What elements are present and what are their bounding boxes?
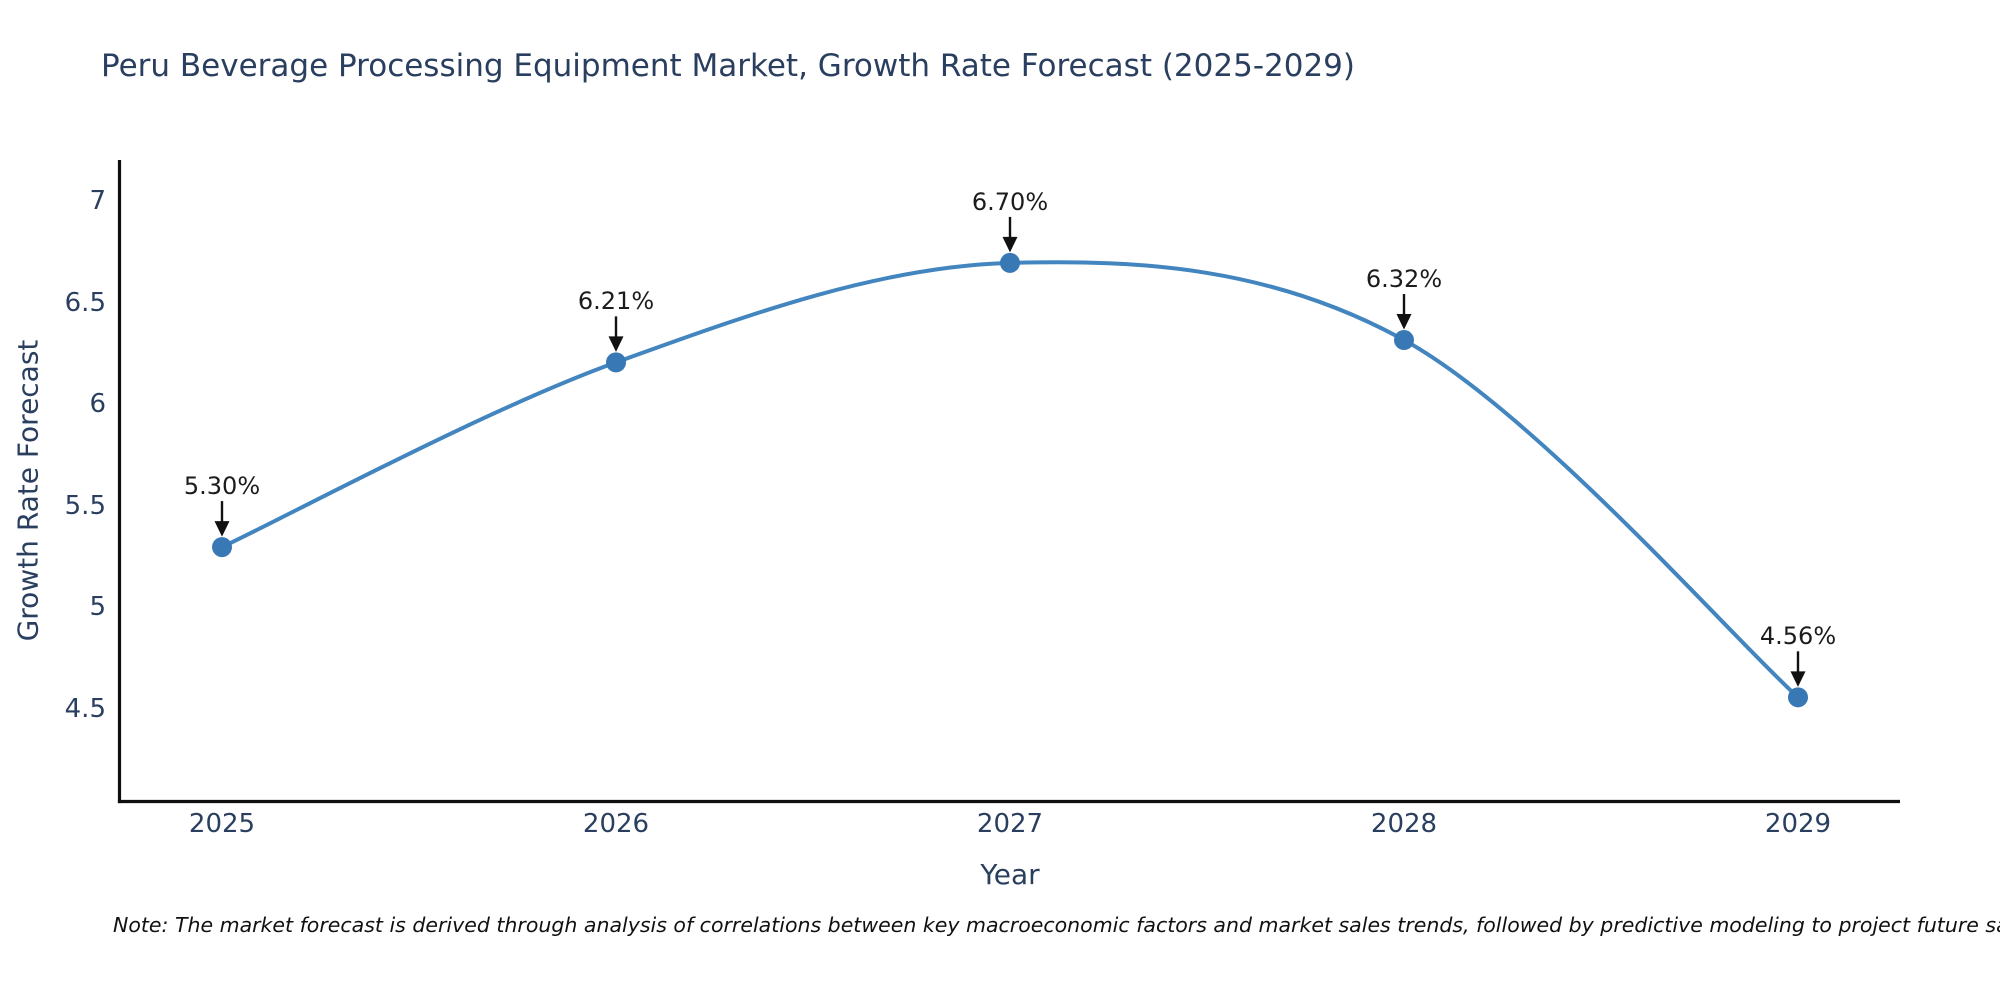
x-tick-label-2027: 2027 xyxy=(976,809,1044,839)
x-tick-label-2026: 2026 xyxy=(582,809,650,839)
annotation-arrowhead-icon xyxy=(1790,671,1806,687)
data-point-marker-2028[interactable] xyxy=(1394,330,1414,351)
chart-title: Peru Beverage Processing Equipment Marke… xyxy=(101,48,1355,84)
x-tick-label-2025: 2025 xyxy=(188,809,256,839)
x-tick-label-2028: 2028 xyxy=(1370,809,1438,839)
data-point-marker-2026[interactable] xyxy=(606,352,626,373)
annotation-arrowhead-icon xyxy=(1396,314,1412,330)
annotation-arrowhead-icon xyxy=(1002,236,1018,253)
y-tick-label-6.5: 6.5 xyxy=(64,287,106,318)
footnote: Note: The market forecast is derived thr… xyxy=(113,913,2000,937)
annotation-arrowhead-icon xyxy=(608,336,624,352)
y-tick-label-5: 5 xyxy=(89,592,106,622)
point-label-2029: 4.56% xyxy=(1759,622,1837,651)
data-point-marker-2027[interactable] xyxy=(1000,252,1020,273)
annotation-arrowhead-icon xyxy=(214,521,230,537)
x-tick-label-2029: 2029 xyxy=(1764,809,1832,839)
y-tick-label-7: 7 xyxy=(89,186,106,216)
y-tick-label-5.5: 5.5 xyxy=(64,490,106,521)
point-label-2028: 6.32% xyxy=(1365,265,1443,294)
point-label-2026: 6.21% xyxy=(577,287,655,316)
y-axis-title: Growth Rate Forecast xyxy=(11,339,45,642)
y-tick-label-6: 6 xyxy=(89,389,106,419)
point-label-2027: 6.70% xyxy=(971,187,1049,216)
y-tick-label-4.5: 4.5 xyxy=(64,693,106,724)
data-point-marker-2025[interactable] xyxy=(212,537,232,558)
x-axis-title: Year xyxy=(980,858,1040,891)
point-label-2025: 5.30% xyxy=(183,472,261,501)
forecast-line-series xyxy=(220,260,1800,700)
data-point-marker-2029[interactable] xyxy=(1788,687,1808,708)
